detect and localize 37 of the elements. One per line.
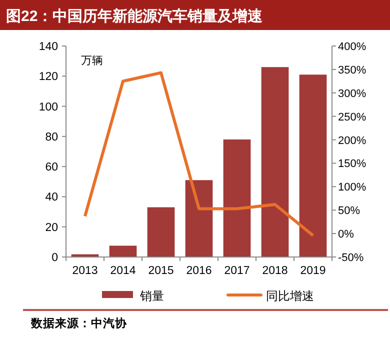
x-tick-label: 2018 <box>262 265 288 277</box>
bar <box>299 74 327 257</box>
y2-tick-label: 100% <box>338 182 366 194</box>
y2-tick-label: 200% <box>338 134 366 147</box>
y-tick-label: 40 <box>45 192 58 204</box>
y-tick-label: 140 <box>38 41 58 53</box>
y2-tick-label: 50% <box>338 205 360 218</box>
bar <box>147 207 175 257</box>
legend-label: 销量 <box>139 289 164 303</box>
chart-title: 图22：中国历年新能源汽车销量及增速 <box>6 7 264 25</box>
y2-tick-label: 150% <box>338 158 366 170</box>
x-tick-label: 2017 <box>224 265 250 277</box>
y2-tick-label: 250% <box>338 111 366 124</box>
y-tick-label: 0 <box>52 252 58 264</box>
y-tick-label: 20 <box>45 222 58 234</box>
y-tick-label: 80 <box>45 131 58 144</box>
bar <box>185 180 213 257</box>
y-axis-title: 万辆 <box>81 55 103 67</box>
y2-tick-label: 0% <box>338 228 354 241</box>
bar <box>223 139 251 257</box>
x-tick-label: 2015 <box>148 265 174 277</box>
source-note: 数据来源：中汽协 <box>30 316 128 330</box>
y2-tick-label: -50% <box>338 252 364 264</box>
bar <box>109 246 137 257</box>
y2-tick-label: 350% <box>338 64 366 76</box>
y-tick-label: 120 <box>38 71 58 84</box>
x-tick-label: 2016 <box>186 265 212 277</box>
x-tick-label: 2014 <box>110 265 136 277</box>
line-series <box>84 71 314 237</box>
x-tick-label: 2019 <box>300 265 326 277</box>
legend-label: 同比增速 <box>266 289 314 303</box>
x-tick-label: 2013 <box>72 265 98 277</box>
y2-tick-label: 400% <box>338 41 366 53</box>
y2-tick-label: 300% <box>338 88 366 100</box>
y-tick-label: 60 <box>45 162 58 174</box>
y-tick-label: 100 <box>38 101 58 114</box>
bar <box>261 67 289 257</box>
